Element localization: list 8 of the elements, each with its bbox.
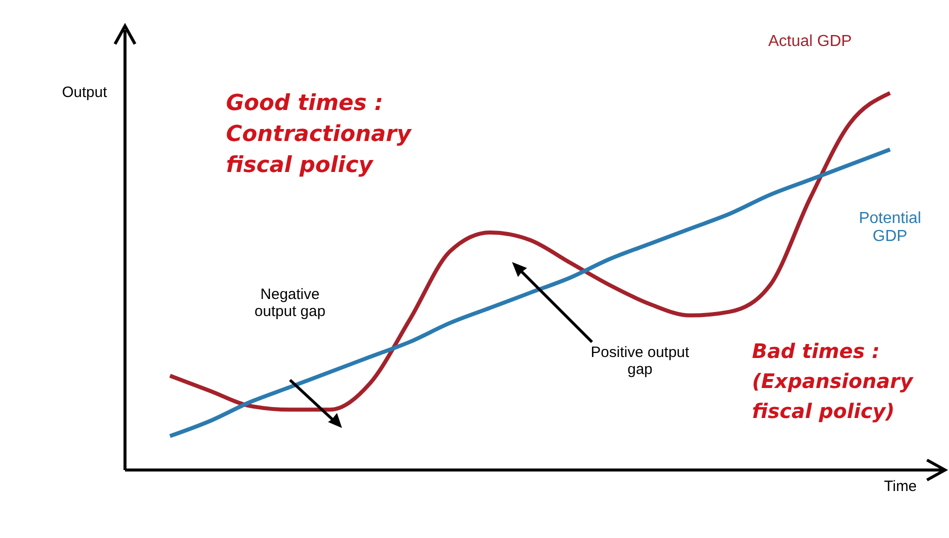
x-axis-title: Time (884, 478, 917, 495)
text: Actual GDP (767, 33, 853, 51)
text: Potential GDP (858, 210, 922, 246)
annotation: Positive output gap (590, 344, 690, 378)
annotation: Bad times : (Expansionary fiscal policy) (752, 338, 914, 425)
y-axis-title: Output (62, 84, 108, 101)
annotation: Good times : Contractionary fiscal policy (226, 90, 413, 180)
annotation: Negative output gap (254, 286, 326, 320)
